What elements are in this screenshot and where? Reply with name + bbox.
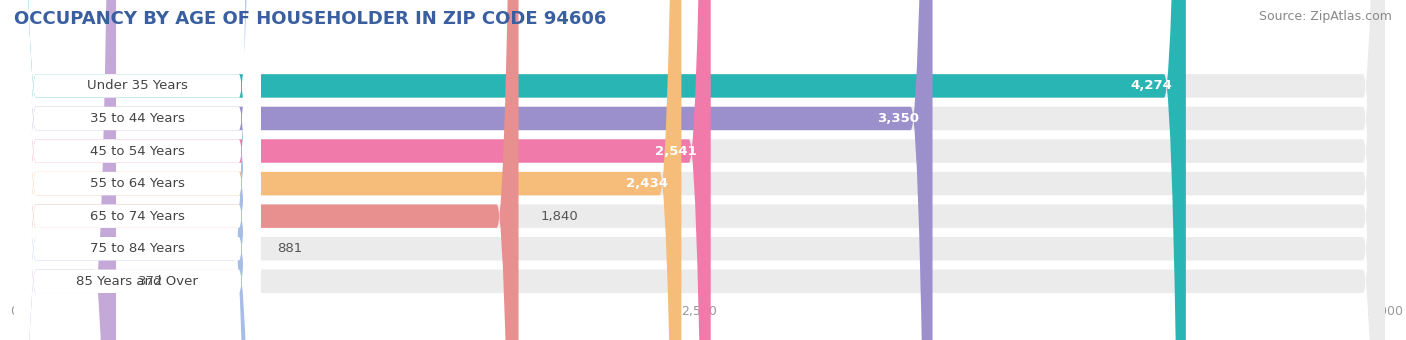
FancyBboxPatch shape <box>14 0 1385 340</box>
Text: 372: 372 <box>138 275 163 288</box>
Text: 45 to 54 Years: 45 to 54 Years <box>90 144 184 157</box>
Text: Under 35 Years: Under 35 Years <box>87 80 188 92</box>
Text: 3,350: 3,350 <box>877 112 920 125</box>
Text: 85 Years and Over: 85 Years and Over <box>76 275 198 288</box>
Text: 35 to 44 Years: 35 to 44 Years <box>90 112 184 125</box>
FancyBboxPatch shape <box>14 0 262 340</box>
FancyBboxPatch shape <box>14 0 682 340</box>
FancyBboxPatch shape <box>14 0 710 340</box>
FancyBboxPatch shape <box>14 0 1185 340</box>
FancyBboxPatch shape <box>14 0 1385 340</box>
Text: 4,274: 4,274 <box>1130 80 1173 92</box>
Text: 55 to 64 Years: 55 to 64 Years <box>90 177 184 190</box>
FancyBboxPatch shape <box>14 0 262 340</box>
FancyBboxPatch shape <box>14 0 1385 340</box>
FancyBboxPatch shape <box>14 0 519 340</box>
Text: 881: 881 <box>277 242 302 255</box>
FancyBboxPatch shape <box>14 0 262 340</box>
FancyBboxPatch shape <box>14 0 262 340</box>
Text: 2,541: 2,541 <box>655 144 697 157</box>
FancyBboxPatch shape <box>14 0 256 340</box>
Text: 75 to 84 Years: 75 to 84 Years <box>90 242 184 255</box>
Text: 1,840: 1,840 <box>540 210 578 223</box>
FancyBboxPatch shape <box>14 0 1385 340</box>
FancyBboxPatch shape <box>14 0 262 340</box>
FancyBboxPatch shape <box>14 0 932 340</box>
FancyBboxPatch shape <box>14 0 1385 340</box>
FancyBboxPatch shape <box>14 0 117 340</box>
Text: OCCUPANCY BY AGE OF HOUSEHOLDER IN ZIP CODE 94606: OCCUPANCY BY AGE OF HOUSEHOLDER IN ZIP C… <box>14 10 606 28</box>
Text: 65 to 74 Years: 65 to 74 Years <box>90 210 184 223</box>
Text: 2,434: 2,434 <box>626 177 668 190</box>
FancyBboxPatch shape <box>14 0 1385 340</box>
FancyBboxPatch shape <box>14 0 262 340</box>
FancyBboxPatch shape <box>14 0 1385 340</box>
FancyBboxPatch shape <box>14 0 262 340</box>
Text: Source: ZipAtlas.com: Source: ZipAtlas.com <box>1258 10 1392 23</box>
